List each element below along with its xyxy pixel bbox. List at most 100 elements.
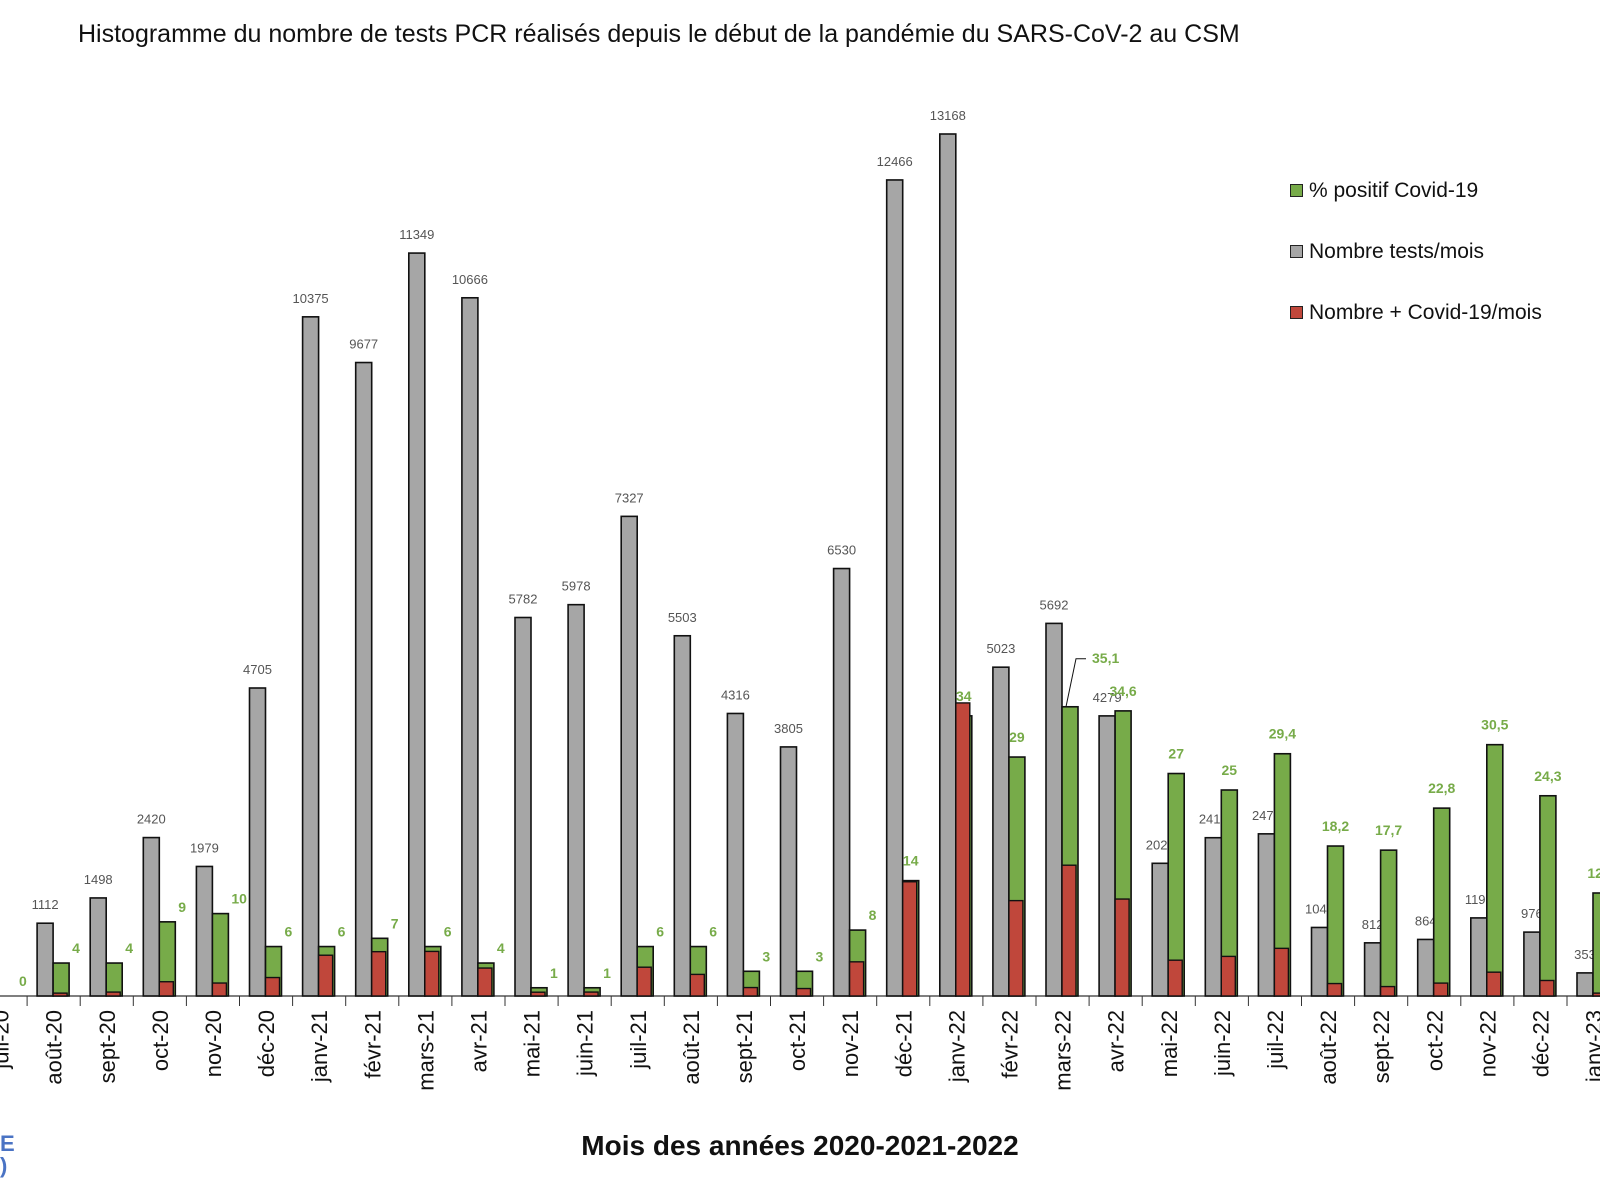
bar-positive-count xyxy=(1486,971,1502,997)
data-label-percent: 8 xyxy=(869,907,877,923)
data-label-tests: 3805 xyxy=(774,721,803,736)
bar-positive-count xyxy=(1379,985,1396,997)
x-tick-label: nov-20 xyxy=(201,1010,226,1077)
bar-positive-count xyxy=(1008,899,1024,997)
data-label-tests: 5692 xyxy=(1040,597,1069,612)
bar-positive-count xyxy=(1432,982,1449,997)
x-tick-label: avr-21 xyxy=(466,1010,491,1072)
legend-swatch-gray xyxy=(1290,245,1303,258)
data-label-percent: 6 xyxy=(444,924,452,940)
bar-percent-positive xyxy=(1592,892,1600,997)
bar-positive-count xyxy=(424,950,440,997)
bar-positive-count xyxy=(689,973,705,997)
bar-percent-positive xyxy=(1432,807,1451,997)
bar-positive-count xyxy=(1061,864,1077,997)
bar-tests xyxy=(1045,622,1063,997)
data-label-tests: 5503 xyxy=(668,610,697,625)
bar-percent-positive xyxy=(1486,743,1504,997)
legend-label: % positif Covid-19 xyxy=(1309,178,1479,202)
x-tick-label: avr-22 xyxy=(1104,1010,1129,1072)
data-label-tests: 7327 xyxy=(615,490,644,505)
bar-percent-positive xyxy=(1379,849,1398,997)
data-label-percent: 18,2 xyxy=(1322,818,1349,834)
bar-positive-count xyxy=(371,950,387,997)
data-label-percent: 9 xyxy=(178,899,186,915)
bar-positive-count xyxy=(636,966,652,997)
data-label-tests: 976 xyxy=(1521,906,1543,921)
data-label-percent: 1 xyxy=(550,965,558,981)
data-label-tests: 812 xyxy=(1362,917,1384,932)
data-label-percent: 35,1 xyxy=(1092,650,1119,666)
bar-tests xyxy=(1523,931,1541,997)
data-label-tests: 10375 xyxy=(293,291,329,306)
bar-positive-count xyxy=(1592,992,1600,997)
data-label-percent: 22,8 xyxy=(1428,780,1455,796)
bar-tests xyxy=(142,836,161,997)
bar-percent-positive xyxy=(1539,794,1557,997)
bar-tests xyxy=(832,567,851,997)
data-label-percent: 14 xyxy=(903,853,919,869)
x-tick-label: févr-21 xyxy=(360,1010,385,1078)
x-tick-label: févr-22 xyxy=(997,1010,1022,1078)
bar-tests xyxy=(89,897,107,997)
data-label-tests: 5978 xyxy=(562,579,591,594)
corner-fragment-text: E ) xyxy=(0,1131,15,1178)
bar-positive-count xyxy=(742,986,759,997)
x-tick-label: août-20 xyxy=(42,1010,67,1085)
x-tick-label: déc-22 xyxy=(1528,1010,1553,1077)
legend-item-positive-count: Nombre + Covid-19/mois xyxy=(1290,282,1542,343)
bar-positive-count xyxy=(848,961,865,997)
x-tick-label: nov-22 xyxy=(1475,1010,1500,1077)
bar-tests xyxy=(992,666,1010,997)
bar-tests xyxy=(1416,938,1435,997)
legend-label: Nombre tests/mois xyxy=(1309,239,1485,263)
data-label-percent: 12,5 xyxy=(1587,865,1600,881)
bar-tests xyxy=(461,296,479,997)
x-tick-label: mars-22 xyxy=(1051,1010,1076,1091)
data-label-tests: 5023 xyxy=(986,641,1015,656)
bar-tests xyxy=(938,133,957,997)
data-label-tests: 11349 xyxy=(399,227,434,242)
x-tick-label: janv-23 xyxy=(1582,1010,1600,1083)
bar-positive-count xyxy=(1220,955,1237,997)
bar-positive-count xyxy=(795,987,812,997)
legend-item-tests: Nombre tests/mois xyxy=(1290,221,1542,282)
data-label-percent: 3 xyxy=(816,948,824,964)
data-label-percent: 17,7 xyxy=(1375,822,1402,838)
x-tick-label: janv-22 xyxy=(944,1010,969,1083)
data-label-percent: 25 xyxy=(1222,762,1238,778)
bar-tests xyxy=(779,746,798,997)
x-tick-label: août-21 xyxy=(679,1010,704,1085)
x-tick-label: déc-20 xyxy=(254,1010,279,1077)
x-tick-label: oct-22 xyxy=(1422,1010,1447,1071)
bar-tests xyxy=(407,252,426,997)
bar-positive-count xyxy=(1273,947,1290,997)
bar-tests xyxy=(514,616,532,997)
data-label-tests: 1193 xyxy=(1465,892,1493,907)
data-label-tests: 4279 xyxy=(1093,690,1122,705)
data-label-tests: 6530 xyxy=(827,543,856,558)
x-tick-label: mai-21 xyxy=(520,1010,545,1077)
data-label-tests: 1498 xyxy=(84,872,113,887)
bar-positive-count xyxy=(955,702,971,997)
data-label-percent: 29,4 xyxy=(1269,726,1296,742)
data-label-percent: 27 xyxy=(1168,746,1184,762)
bar-positive-count xyxy=(264,976,281,997)
bar-positive-count xyxy=(902,881,918,997)
x-tick-label: janv-21 xyxy=(307,1010,332,1083)
x-tick-label: juil-22 xyxy=(1263,1010,1288,1070)
data-label-tests: 4316 xyxy=(721,687,750,702)
bar-tests xyxy=(726,712,745,997)
bar-tests xyxy=(567,603,585,997)
x-tick-label: oct-20 xyxy=(148,1010,173,1071)
bar-positive-count xyxy=(52,992,68,997)
data-label-percent: 1 xyxy=(603,965,611,981)
data-label-tests: 1112 xyxy=(32,897,59,912)
data-label-tests: 864 xyxy=(1415,913,1437,928)
bar-positive-count xyxy=(1167,959,1183,997)
bar-positive-count xyxy=(105,991,121,997)
bar-tests xyxy=(1204,836,1223,997)
bar-percent-positive xyxy=(52,962,70,997)
x-tick-label: oct-21 xyxy=(785,1010,810,1071)
